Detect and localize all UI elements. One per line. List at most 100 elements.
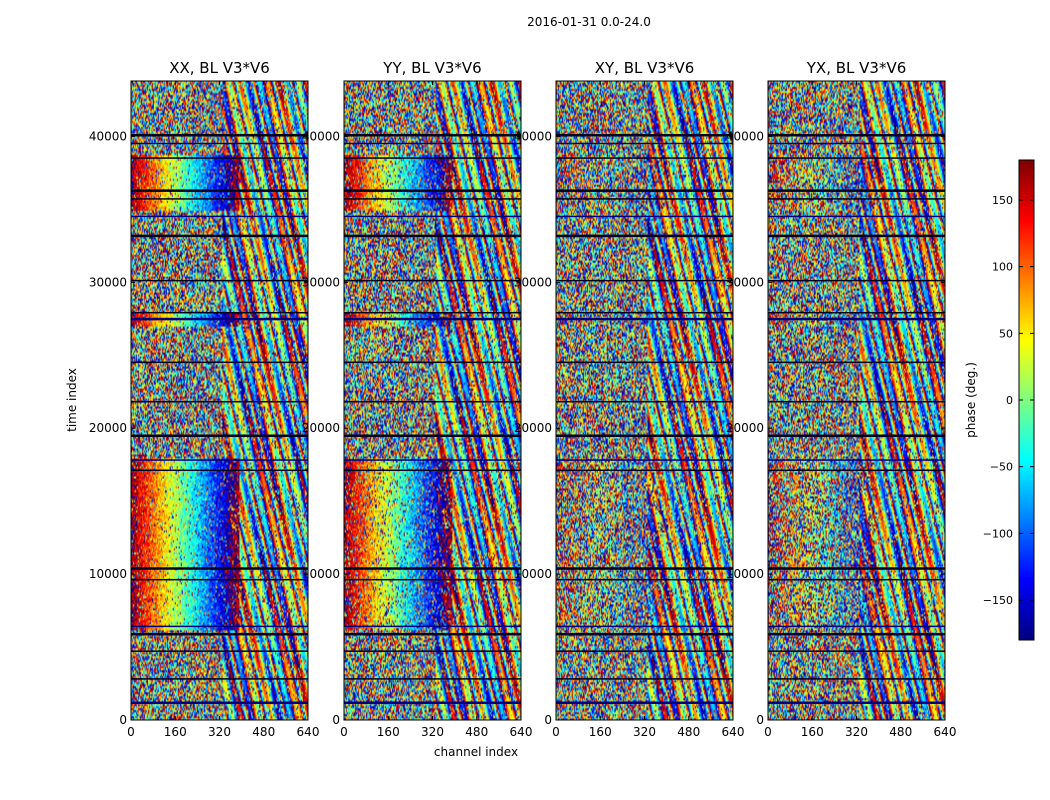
gap-stripe [344, 234, 521, 238]
y-tick-label: 30000 [302, 275, 340, 289]
gap-stripe [131, 678, 308, 680]
gap-stripe [556, 189, 733, 192]
x-tick-label: 320 [633, 725, 656, 739]
x-tick-label: 480 [465, 725, 488, 739]
gap-stripe [131, 625, 308, 628]
gap-stripe [768, 434, 945, 438]
gap-stripe [556, 317, 733, 321]
heatmap-image [556, 81, 733, 720]
x-tick-label: 160 [589, 725, 612, 739]
gap-stripe [131, 279, 308, 282]
y-tick-label: 0 [544, 713, 552, 727]
gap-stripe [344, 469, 521, 472]
colorbar-tick-label: −50 [990, 461, 1013, 474]
panel-title: YX, BL V3*V6 [806, 59, 907, 77]
y-tick-label: 20000 [726, 421, 764, 435]
gap-stripe [768, 625, 945, 628]
gap-stripe [131, 234, 308, 238]
gap-stripe [768, 567, 945, 570]
gap-stripe [768, 311, 945, 314]
x-tick-label: 480 [252, 725, 275, 739]
gap-stripe [556, 578, 733, 581]
gap-stripe [131, 198, 308, 200]
gap-stripe [768, 469, 945, 472]
gap-stripe [768, 632, 945, 636]
x-tick-label: 160 [801, 725, 824, 739]
x-tick-label: 0 [552, 725, 560, 739]
x-tick-label: 160 [377, 725, 400, 739]
gap-stripe [344, 678, 521, 680]
gap-stripe [344, 311, 521, 314]
colorbar-tick-label: 50 [999, 327, 1013, 340]
y-tick-label: 20000 [302, 421, 340, 435]
x-tick-label: 320 [845, 725, 868, 739]
gap-stripe [344, 157, 521, 159]
y-tick-label: 10000 [89, 567, 127, 581]
gap-stripe [768, 234, 945, 238]
gap-stripe [768, 157, 945, 159]
y-axis-label: time index [65, 368, 79, 432]
gap-stripe [768, 701, 945, 704]
gap-stripe [768, 361, 945, 364]
colorbar-gradient [1019, 160, 1034, 640]
gap-stripe [344, 317, 521, 321]
gap-stripe [556, 234, 733, 238]
heatmap-image [768, 81, 945, 720]
gap-stripe [768, 142, 945, 145]
panel-xy: XY, BL V3*V6 0 160 320 480 640 0 10000 20000 3000… [514, 59, 745, 739]
gap-stripe [344, 198, 521, 200]
y-tick-label: 20000 [514, 421, 552, 435]
colorbar-tick-label: 150 [992, 194, 1013, 207]
colorbar-tick-label: −150 [983, 594, 1013, 607]
y-tick-label: 30000 [726, 275, 764, 289]
gap-stripe [131, 361, 308, 364]
gap-stripe [768, 678, 945, 680]
gap-stripe [131, 701, 308, 704]
gap-stripe [344, 434, 521, 438]
gap-stripe [344, 142, 521, 145]
panel-title: XY, BL V3*V6 [595, 59, 695, 77]
gap-stripe [131, 578, 308, 581]
gap-stripe [768, 317, 945, 321]
gap-stripe [556, 361, 733, 364]
colorbar: 150 100 50 0 −50 −100 −150 [983, 159, 1035, 641]
gap-stripe [556, 142, 733, 145]
gap-stripe [768, 198, 945, 200]
gap-stripe [768, 400, 945, 403]
gap-stripe [131, 215, 308, 218]
x-tick-label: 320 [208, 725, 231, 739]
gap-stripe [344, 578, 521, 581]
gap-stripe [556, 678, 733, 680]
gap-stripe [556, 469, 733, 472]
gap-stripe [768, 215, 945, 218]
gap-stripe [344, 189, 521, 192]
gap-stripe [344, 650, 521, 652]
gap-stripe [131, 157, 308, 159]
y-tick-label: 10000 [302, 567, 340, 581]
gap-stripe [344, 632, 521, 636]
panel-title: XX, BL V3*V6 [169, 59, 270, 77]
gap-stripe [768, 650, 945, 652]
x-tick-label: 480 [889, 725, 912, 739]
gap-stripe [556, 311, 733, 314]
gap-stripe [131, 189, 308, 192]
colorbar-tick-label: 100 [992, 261, 1013, 274]
y-tick-label: 0 [756, 713, 764, 727]
gap-stripe [344, 459, 521, 461]
gap-stripe [768, 459, 945, 461]
y-tick-label: 30000 [89, 275, 127, 289]
colorbar-label: phase (deg.) [964, 362, 978, 438]
x-tick-label: 640 [297, 725, 320, 739]
gap-stripe [556, 701, 733, 704]
x-tick-label: 0 [127, 725, 135, 739]
gap-stripe [768, 133, 945, 137]
x-tick-label: 640 [934, 725, 957, 739]
y-tick-label: 0 [119, 713, 127, 727]
gap-stripe [556, 157, 733, 159]
panel-yx: YX, BL V3*V6 0 160 320 480 640 0 10000 20000 3000… [726, 59, 957, 739]
gap-stripe [344, 400, 521, 403]
gap-stripe [344, 625, 521, 628]
y-tick-label: 20000 [89, 421, 127, 435]
gap-stripe [131, 434, 308, 438]
y-tick-label: 30000 [514, 275, 552, 289]
